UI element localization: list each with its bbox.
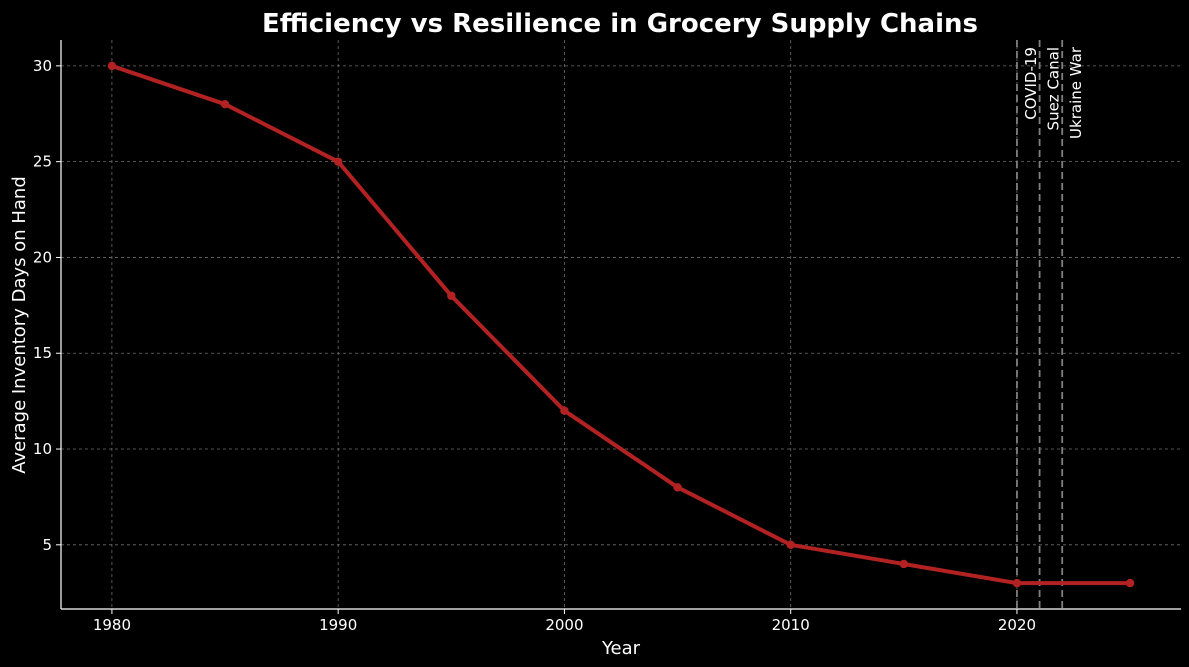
event-label: COVID-19 [1022,47,1040,120]
series-line [109,63,1133,586]
data-point[interactable] [786,540,795,550]
data-point[interactable] [447,291,456,300]
x-tick-label: 1990 [319,616,357,634]
x-tick-label: 2010 [772,616,810,634]
x-tick-label: 2000 [545,616,583,634]
data-point[interactable] [107,61,117,71]
data-point[interactable] [333,157,343,166]
data-point[interactable] [673,483,682,492]
data-point[interactable] [1125,578,1135,588]
chart-title: Efficiency vs Resilience in Grocery Supp… [262,9,978,39]
y-tick-label: 20 [33,248,52,266]
data-point[interactable] [1012,578,1022,588]
axes [60,40,1181,610]
event-label: Ukraine War [1067,46,1085,139]
y-tick-label: 25 [33,153,52,171]
y-tick-label: 10 [33,440,52,458]
y-tick-label: 30 [33,57,52,75]
ticks: 1980 1990 2000 2010 2020 5 10 15 20 25 30 [33,57,1036,634]
x-tick-label: 1980 [93,616,131,634]
data-point[interactable] [899,559,909,569]
event-markers: COVID-19 Suez Canal Ukraine War [1016,40,1085,609]
y-axis-label: Average Inventory Days on Hand [9,176,30,474]
y-tick-label: 15 [33,344,52,362]
data-point[interactable] [220,99,230,109]
event-label: Suez Canal [1045,47,1063,130]
grid [61,40,1181,609]
data-point[interactable] [560,406,569,415]
x-tick-label: 2020 [998,616,1036,634]
x-axis-label: Year [601,638,641,659]
y-tick-label: 5 [42,536,52,554]
series [107,61,1135,588]
